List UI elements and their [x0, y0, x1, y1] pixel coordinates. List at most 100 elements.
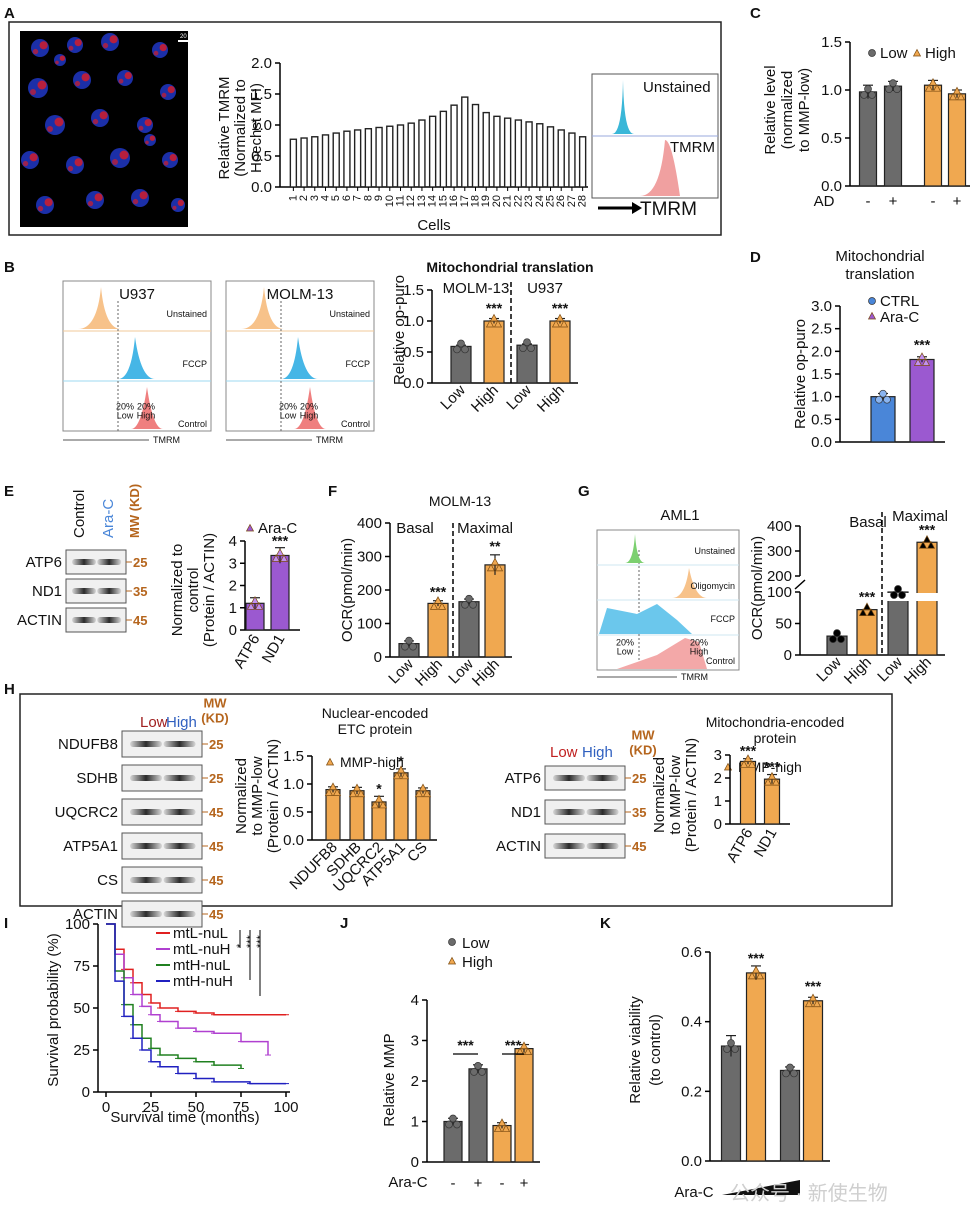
point-g — [833, 629, 841, 637]
watermark: 公众号 · 新使生物 — [730, 1182, 888, 1205]
point-k — [747, 971, 757, 980]
flow-b-label: Control — [178, 419, 207, 429]
x-tick-label-j: + — [474, 1175, 483, 1192]
point-d — [913, 358, 923, 366]
point-e — [279, 554, 289, 562]
x-tick-label-a: 10 — [384, 195, 396, 207]
x-tick-label-a: 18 — [470, 195, 482, 207]
flow-g-label: Control — [706, 656, 735, 666]
blot-row-label: UQCRC2 — [55, 804, 118, 821]
blot-band — [586, 843, 619, 849]
bar-h2 — [763, 778, 781, 825]
bar-a — [375, 126, 383, 188]
y-tick-label-f: 0 — [374, 649, 382, 666]
cell-mitochondria — [109, 35, 118, 44]
bar-j — [468, 1068, 488, 1163]
bar-a — [289, 138, 298, 188]
blot-band — [130, 809, 162, 815]
y-tick-label-d: 3.0 — [811, 298, 832, 315]
cell-mitochondria — [99, 111, 108, 120]
point-h1 — [348, 789, 358, 798]
bar-a — [343, 130, 351, 188]
point-k — [786, 1063, 794, 1072]
point-h1 — [324, 788, 334, 796]
blot-lane-label: High — [166, 714, 197, 731]
sig-label-h2: *** — [764, 759, 781, 775]
y-tick-label-k: 0.0 — [681, 1153, 702, 1170]
blot-band — [553, 809, 585, 815]
chart-a: 0.00.51.01.52.01234567891011121314151617… — [216, 55, 589, 234]
y-tick-label-h2: 0 — [714, 816, 722, 833]
y-tick-label-c: 1.5 — [821, 34, 842, 51]
blot-lane-label: Low — [140, 714, 168, 731]
flow-g-label: Unstained — [694, 546, 735, 556]
y-tick-label-a: 2.0 — [251, 55, 272, 72]
point-e — [275, 548, 285, 556]
blot-lane-label: High — [582, 744, 613, 761]
chart-b-group-label: U937 — [527, 280, 563, 297]
legend-label-j: Low — [462, 935, 490, 952]
point-g — [837, 635, 845, 643]
chart-d-title: Mitochondrial translation — [835, 248, 924, 283]
legend-label-i: mtL-nuH — [173, 941, 231, 958]
x-tick-label-a: 20 — [491, 195, 503, 207]
y-tick-label-f: 400 — [357, 515, 382, 532]
km-line-mtL-nuH — [106, 923, 269, 1056]
x-tick-label-b: High — [534, 382, 568, 416]
chart-h1-title: Nuclear-encoded ETC protein — [322, 705, 429, 737]
point-j — [445, 1120, 453, 1129]
cell-mitochondria — [144, 119, 152, 127]
point-d — [879, 389, 887, 398]
point-g — [898, 591, 906, 599]
point-b — [523, 338, 531, 347]
bar-k — [802, 1000, 824, 1162]
point-c — [928, 77, 938, 86]
blot-row-label: ATP6 — [505, 770, 541, 787]
panel-label-j: J — [340, 915, 348, 932]
y-axis-label-h1: Normalizedto MMP-low(Protein / ACTIN) — [233, 739, 282, 853]
cell-mitochondria — [30, 89, 36, 95]
x-tick-label-a: 19 — [480, 195, 492, 207]
bar-h1 — [393, 772, 409, 841]
fccp-histogram-b — [281, 337, 318, 379]
mw-label: 45 — [209, 907, 223, 922]
blot-band — [97, 559, 122, 565]
bar-a — [503, 117, 512, 188]
point-j — [453, 1120, 461, 1129]
y-tick-label-b: 1.5 — [403, 282, 424, 299]
flow-frame-b — [225, 280, 375, 432]
y-axis-label-c: Relative level(normalizedto MMP-low) — [762, 65, 813, 154]
point-h1 — [370, 800, 380, 809]
x-tick-label-a: 7 — [352, 195, 364, 201]
y-tick-label-j: 0 — [411, 1154, 419, 1171]
legend-label-i: mtH-nuL — [173, 957, 231, 974]
chart-g-section-label: Maximal — [892, 508, 948, 525]
bar-j — [514, 1047, 534, 1163]
blot-row-label: ATP6 — [26, 554, 62, 571]
x-tick-label-a: 24 — [534, 195, 546, 207]
flow-a-unstained-label: Unstained — [643, 79, 711, 96]
x-axis-name-k: Ara-C — [674, 1184, 713, 1201]
y-tick-label-e: 1 — [229, 600, 237, 617]
point-g — [894, 585, 902, 593]
y-axis-label-f: OCR(pmol/min) — [339, 538, 356, 642]
point-h1 — [422, 789, 432, 798]
panel-label-d: D — [750, 249, 761, 266]
cell-mitochondria — [81, 73, 90, 82]
x-tick-label-i: 25 — [143, 1099, 160, 1116]
legend-label-j: High — [462, 954, 493, 971]
chart-b: Mitochondrial translation MOLM-13 U937 0.0 0… — [391, 259, 594, 416]
y-tick-label-e: 3 — [229, 555, 237, 572]
blot-band — [553, 843, 585, 849]
blot-lane-label: Control — [71, 490, 88, 538]
blot-band — [97, 617, 122, 623]
bar-f — [458, 601, 480, 658]
point-d — [875, 395, 883, 404]
x-tick-label-h1: CS — [404, 839, 431, 866]
point-f — [490, 557, 500, 566]
flow-histogram-a: Unstained TMRM TMRM — [591, 73, 719, 220]
point-j — [523, 1047, 533, 1055]
mw-label: 35 — [133, 584, 147, 599]
blot-h2: ATP6 25 ND1 35 ACTIN 45 Low High MW (KD) — [496, 728, 657, 859]
